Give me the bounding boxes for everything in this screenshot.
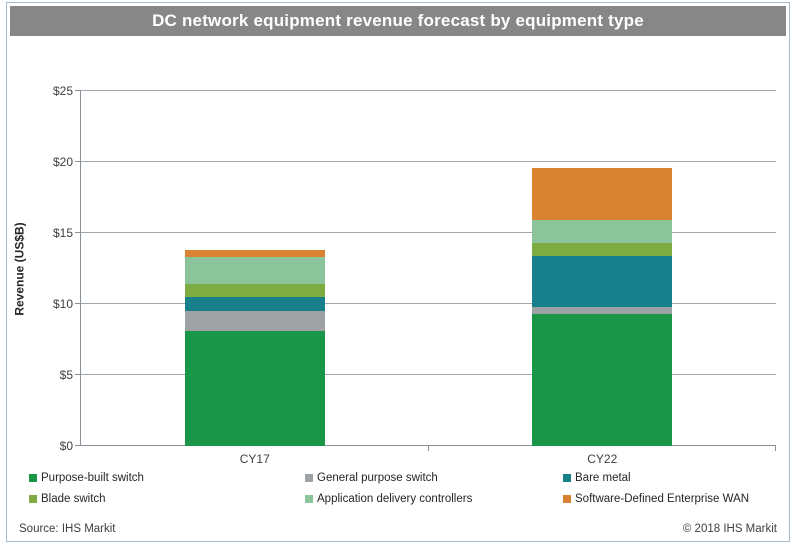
bar-segment-CY22-purpose-built-switch [532,313,673,446]
bar-segment-CY17-blade-switch [184,284,325,297]
legend-item-general-purpose-switch: General purpose switch [305,472,563,484]
legend-item-purpose-built-switch: Purpose-built switch [29,472,305,484]
bar-segment-CY22-application-delivery-controllers [532,220,673,243]
y-tick [75,303,81,304]
bar-segment-CY17-application-delivery-controllers [184,257,325,285]
bar-segment-CY22-general-purpose-switch [532,306,673,314]
gridline-$0 [81,445,776,446]
footer: Source: IHS Markit © 2018 IHS Markit [19,523,777,535]
bar-segment-CY17-purpose-built-switch [184,330,325,446]
y-tick [75,90,81,91]
legend-label: Application delivery controllers [317,493,473,505]
legend-item-blade-switch: Blade switch [29,493,305,505]
y-tick-label: $0 [59,439,73,453]
legend-item-software-defined-enterprise-wan: Software-Defined Enterprise WAN [563,493,779,505]
y-tick-label: $20 [52,155,73,169]
legend: Purpose-built switch General purpose swit… [29,472,779,505]
bar-segment-CY22-software-defined-enterprise-wan [532,167,673,221]
y-tick [75,374,81,375]
y-tick-label: $5 [59,368,73,382]
legend-item-bare-metal: Bare metal [563,472,779,484]
y-tick-label: $25 [52,84,73,98]
plot-area: Revenue (US$B) $0 $5 $10 $15 $20 $25 CY17 CY22 [13,84,776,466]
legend-label: Purpose-built switch [41,472,144,484]
bar-segment-CY17-software-defined-enterprise-wan [184,250,325,258]
legend-swatch-icon [563,495,571,503]
legend-label: Bare metal [575,472,631,484]
gridline-$20 [81,161,776,162]
legend-label: Software-Defined Enterprise WAN [575,493,750,505]
legend-label: Blade switch [41,493,106,505]
y-tick [75,445,81,446]
x-axis-label-cy22: CY22 [587,452,618,466]
gridline-$5 [81,374,776,375]
legend-label: General purpose switch [317,472,438,484]
y-tick [75,232,81,233]
bar-segment-CY17-general-purpose-switch [184,311,325,331]
copyright-note: © 2018 IHS Markit [682,523,777,535]
x-axis-label-cy17: CY17 [239,452,270,466]
y-tick-label: $10 [52,297,73,311]
legend-swatch-icon [305,495,313,503]
x-tick [775,446,776,451]
legend-swatch-icon [29,495,37,503]
x-tick [427,446,429,451]
legend-item-application-delivery-controllers: Application delivery controllers [305,493,563,505]
y-axis-title: Revenue (US$B) [13,221,28,316]
gridline-$15 [81,232,776,233]
y-tick-label: $15 [52,226,73,240]
y-tick [75,161,81,162]
bar-segment-CY22-blade-switch [532,242,673,256]
source-note: Source: IHS Markit [19,523,116,535]
legend-swatch-icon [563,474,571,482]
gridline-$25 [81,90,776,91]
outer-frame: DC network equipment revenue forecast by… [6,2,790,542]
chart-title: DC network equipment revenue forecast by… [10,6,786,36]
bar-segment-CY22-bare-metal [532,255,673,307]
bar-segment-CY17-bare-metal [184,296,325,312]
legend-swatch-icon [305,474,313,482]
gridline-$10 [81,303,776,304]
legend-swatch-icon [29,474,37,482]
